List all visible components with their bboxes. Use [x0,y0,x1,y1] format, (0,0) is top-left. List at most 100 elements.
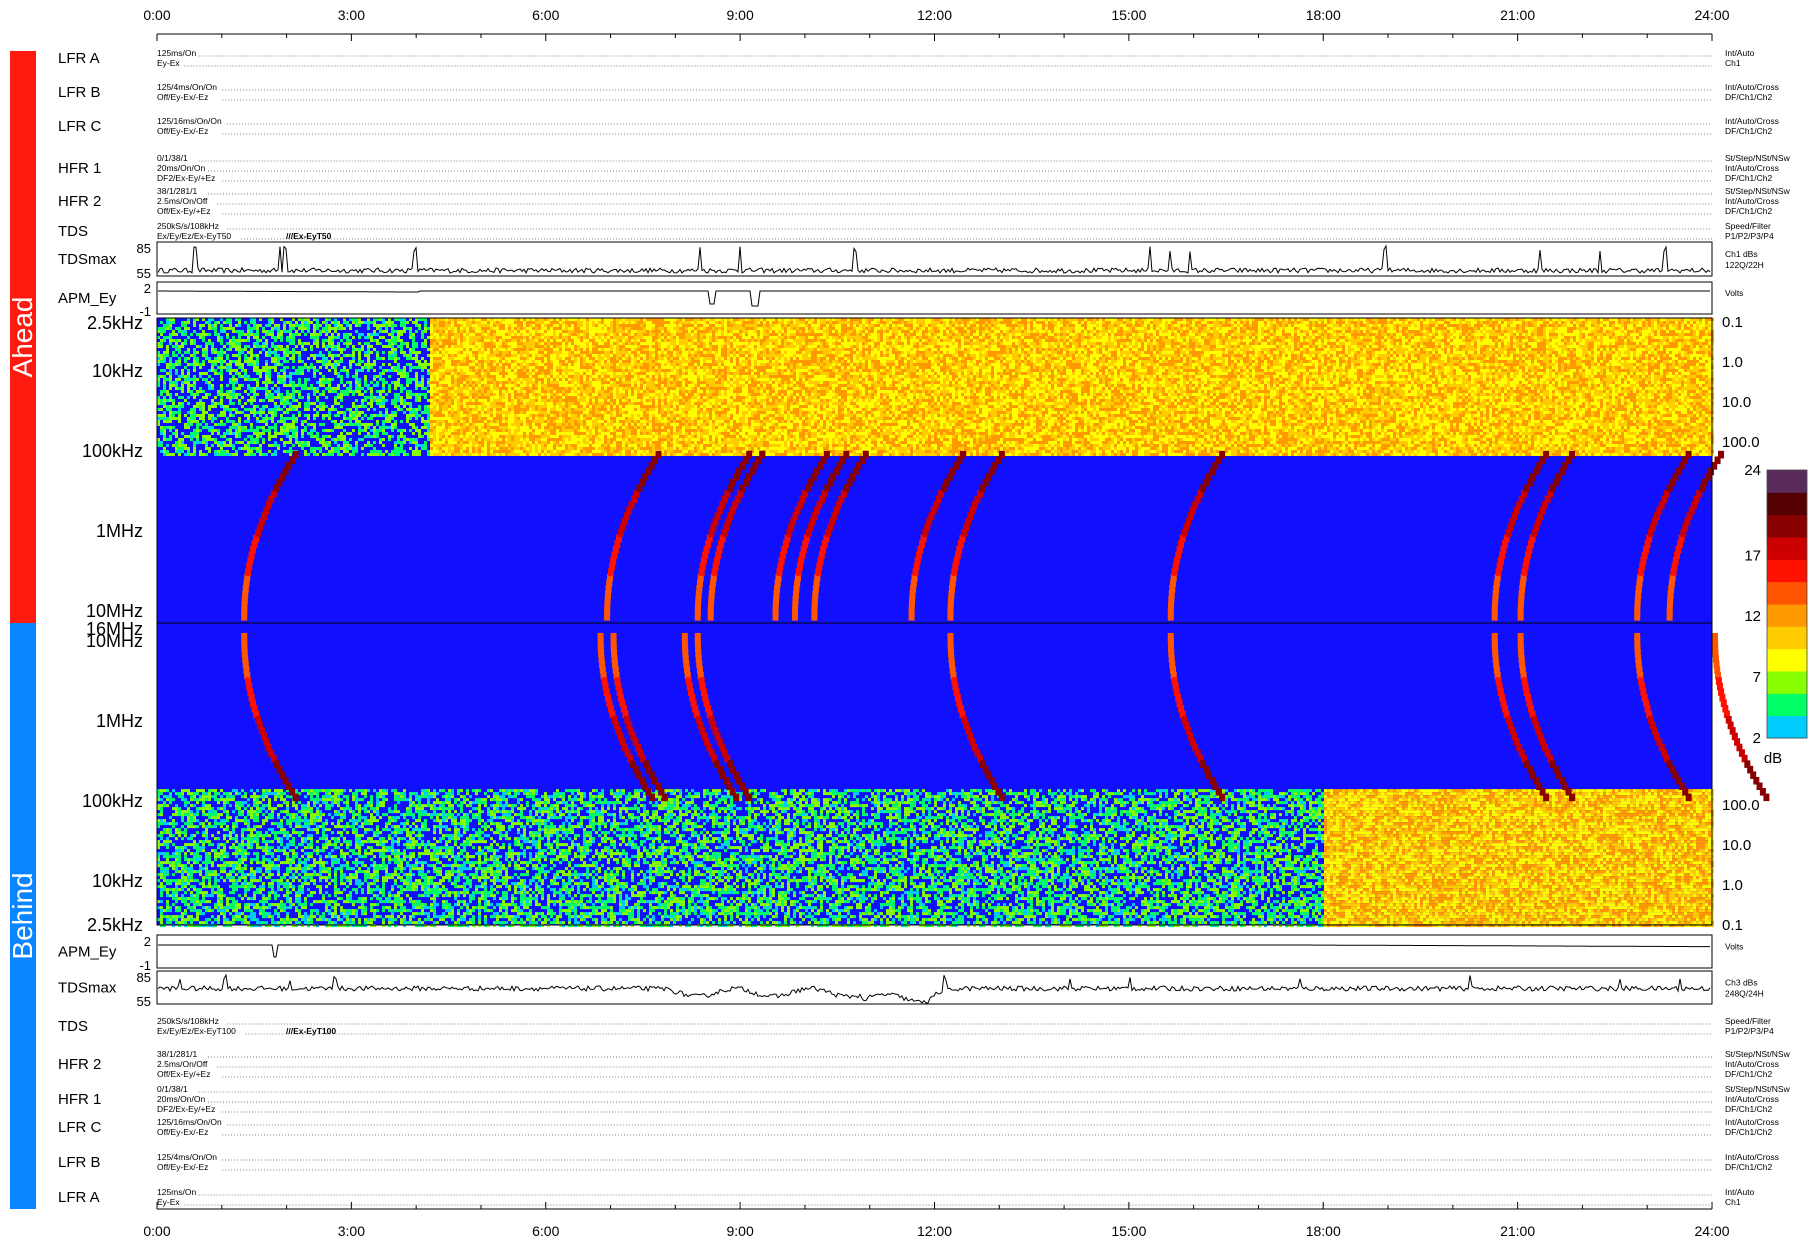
behind-row-left-text: DF2/Ex-Ey/+Ez [157,1104,215,1114]
ahead-row-right-text: Int/Auto/Cross [1725,163,1779,173]
behind-apm-ytick: 2 [144,934,151,949]
ahead-row-right-text: St/Step/NSt/NSw [1725,186,1791,196]
top-time-tick-label: 6:00 [532,7,559,23]
behind-row-right-text: P1/P2/P3/P4 [1725,1026,1774,1036]
ahead-row-left-text: Off/Ex-Ey/+Ez [157,206,210,216]
ahead-apm-frame [157,282,1712,314]
behind-tdsmax-ytick: 85 [137,970,151,985]
colorbar-tick-label: 7 [1753,669,1761,686]
ahead-row-right-text: St/Step/NSt/NSw [1725,153,1791,163]
ahead-row-left-text: 2.5ms/On/Off [157,196,208,206]
bottom-time-tick-label: 15:00 [1111,1223,1146,1239]
ahead-row-right-text: Ch1 [1725,58,1741,68]
ahead-spectrogram [157,318,1724,623]
ahead-row-left-text: 250kS/s/108kHz [157,221,219,231]
behind-row-label: LFR A [58,1189,100,1206]
behind-row-right-text: Ch1 [1725,1197,1741,1207]
top-time-tick-label: 0:00 [143,7,170,23]
behind-row-right-text: Int/Auto/Cross [1725,1094,1779,1104]
bottom-time-tick-label: 3:00 [338,1223,365,1239]
behind-row-left-text: Off/Ey-Ex/-Ez [157,1162,208,1172]
behind-row-left-text: 125/16ms/On/On [157,1117,222,1127]
ahead-row-left-text: 0/1/38/1 [157,153,188,163]
behind-row-mid-text: ///Ex-EyT100 [286,1026,336,1036]
top-time-tick-label: 12:00 [917,7,952,23]
ahead-freq-label: 1MHz [96,521,143,541]
behind-row-left-text: 20ms/On/On [157,1094,205,1104]
colorbar-swatch [1767,537,1807,560]
behind-row-left-text: 2.5ms/On/Off [157,1059,208,1069]
colorbar-tick-label: 24 [1744,462,1761,479]
ahead-row-label: TDS [58,223,88,240]
colorbar-tick-label: 17 [1744,547,1761,564]
behind-right-label: 100.0 [1722,797,1760,814]
bottom-time-tick-label: 12:00 [917,1223,952,1239]
behind-spectrogram [157,623,1769,927]
ahead-row-label: LFR C [58,118,102,135]
ahead-row-right-text: DF/Ch1/Ch2 [1725,92,1773,102]
ahead-row-left-text: Off/Ey-Ex/-Ez [157,92,208,102]
behind-row-left-text: 0/1/38/1 [157,1084,188,1094]
behind-apm-label: APM_Ey [58,944,117,961]
ahead-row-right-text: Int/Auto [1725,48,1755,58]
ahead-freq-label: 100kHz [82,441,143,461]
ahead-apm-label: APM_Ey [58,290,117,307]
ahead-row-left-text: Ey-Ex [157,58,180,68]
behind-row-right-text: Int/Auto/Cross [1725,1059,1779,1069]
behind-tdsmax-label: TDSmax [58,980,117,997]
ahead-tdsmax-ytick: 55 [137,266,151,281]
behind-row-left-text: Ex/Ey/Ez/Ex-EyT100 [157,1026,236,1036]
behind-row-right-text: Int/Auto/Cross [1725,1152,1779,1162]
ahead-freq-label: 2.5kHz [87,313,143,333]
behind-row-label: LFR C [58,1119,102,1136]
bottom-time-tick-label: 0:00 [143,1223,170,1239]
behind-row-right-text: DF/Ch1/Ch2 [1725,1162,1773,1172]
ahead-row-mid-text: ///Ex-EyT50 [286,231,332,241]
bottom-time-tick-label: 21:00 [1500,1223,1535,1239]
behind-row-label: HFR 2 [58,1056,101,1073]
colorbar-unit: dB [1764,750,1782,767]
ahead-row-right-text: DF/Ch1/Ch2 [1725,206,1773,216]
colorbar-swatch [1767,604,1807,627]
ahead-apm-right-text: Volts [1725,288,1743,298]
behind-row-label: TDS [58,1018,88,1035]
behind-row-left-text: 38/1/281/1 [157,1049,197,1059]
behind-freq-label: 10kHz [92,871,143,891]
top-time-tick-label: 3:00 [338,7,365,23]
bottom-time-tick-label: 24:00 [1694,1223,1729,1239]
ahead-row-right-text: Speed/Filter [1725,221,1771,231]
behind-row-right-text: Speed/Filter [1725,1016,1771,1026]
top-time-tick-label: 15:00 [1111,7,1146,23]
colorbar-swatch [1767,515,1807,538]
colorbar-swatch [1767,693,1807,716]
top-time-tick-label: 18:00 [1306,7,1341,23]
colorbar-swatch [1767,671,1807,694]
ahead-row-left-text: Off/Ey-Ex/-Ez [157,126,208,136]
top-time-tick-label: 21:00 [1500,7,1535,23]
ahead-apm-ytick: 2 [144,281,151,296]
ahead-row-label: HFR 1 [58,160,101,177]
behind-freq-label: 10MHz [86,631,143,651]
colorbar-swatch [1767,470,1807,493]
behind-row-left-text: Off/Ex-Ey/+Ez [157,1069,210,1079]
ahead-row-right-text: Int/Auto/Cross [1725,82,1779,92]
behind-row-left-text: Off/Ey-Ex/-Ez [157,1127,208,1137]
colorbar-swatch [1767,582,1807,605]
ahead-row-right-text: P1/P2/P3/P4 [1725,231,1774,241]
behind-row-right-text: Int/Auto [1725,1187,1755,1197]
behind-freq-label: 2.5kHz [87,915,143,935]
behind-row-label: HFR 1 [58,1091,101,1108]
ahead-right-label: 1.0 [1722,354,1743,371]
ahead-right-label: 10.0 [1722,394,1751,411]
ahead-freq-label: 10kHz [92,361,143,381]
ahead-right-label: 0.1 [1722,314,1743,331]
ahead-row-left-text: 125ms/On [157,48,196,58]
behind-row-left-text: 125ms/On [157,1187,196,1197]
colorbar-swatch [1767,559,1807,582]
behind-tdsmax-right-text: 248Q/24H [1725,989,1764,999]
behind-row-right-text: DF/Ch1/Ch2 [1725,1127,1773,1137]
ahead-row-left-text: Ex/Ey/Ez/Ex-EyT50 [157,231,231,241]
colorbar-swatch [1767,716,1807,739]
ahead-row-left-text: 125/16ms/On/On [157,116,222,126]
ahead-row-left-text: 38/1/281/1 [157,186,197,196]
